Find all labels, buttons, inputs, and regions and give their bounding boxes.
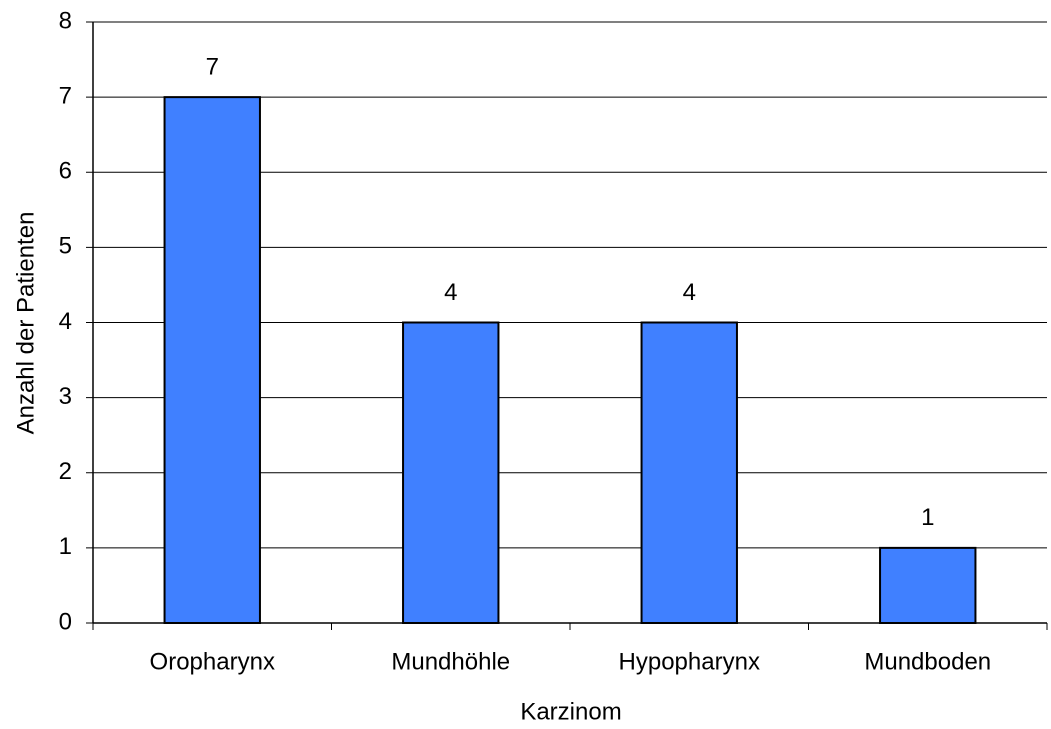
y-tick-label: 6 bbox=[59, 158, 72, 185]
bar bbox=[163, 96, 261, 624]
x-axis-title: Karzinom bbox=[520, 698, 621, 725]
x-tick-label: Mundhöhle bbox=[391, 648, 510, 675]
data-label: 7 bbox=[206, 53, 219, 80]
y-tick-label: 1 bbox=[59, 533, 72, 560]
y-tick-label: 2 bbox=[59, 458, 72, 485]
x-tick-label: Hypopharynx bbox=[619, 648, 760, 675]
bar bbox=[640, 321, 738, 624]
y-tick-label: 7 bbox=[59, 82, 72, 109]
bar bbox=[402, 321, 500, 624]
y-tick-label: 3 bbox=[59, 383, 72, 410]
bar bbox=[879, 546, 977, 624]
data-label: 1 bbox=[921, 504, 934, 531]
y-tick-label: 0 bbox=[59, 608, 72, 635]
y-tick-label: 4 bbox=[59, 308, 72, 335]
y-tick-label: 8 bbox=[59, 7, 72, 34]
x-tick-label: Oropharynx bbox=[150, 648, 275, 675]
data-label: 4 bbox=[444, 279, 457, 306]
y-tick-label: 5 bbox=[59, 233, 72, 260]
data-label: 4 bbox=[683, 279, 696, 306]
y-axis-title: Anzahl der Patienten bbox=[12, 212, 39, 435]
x-tick-label: Mundboden bbox=[864, 648, 991, 675]
